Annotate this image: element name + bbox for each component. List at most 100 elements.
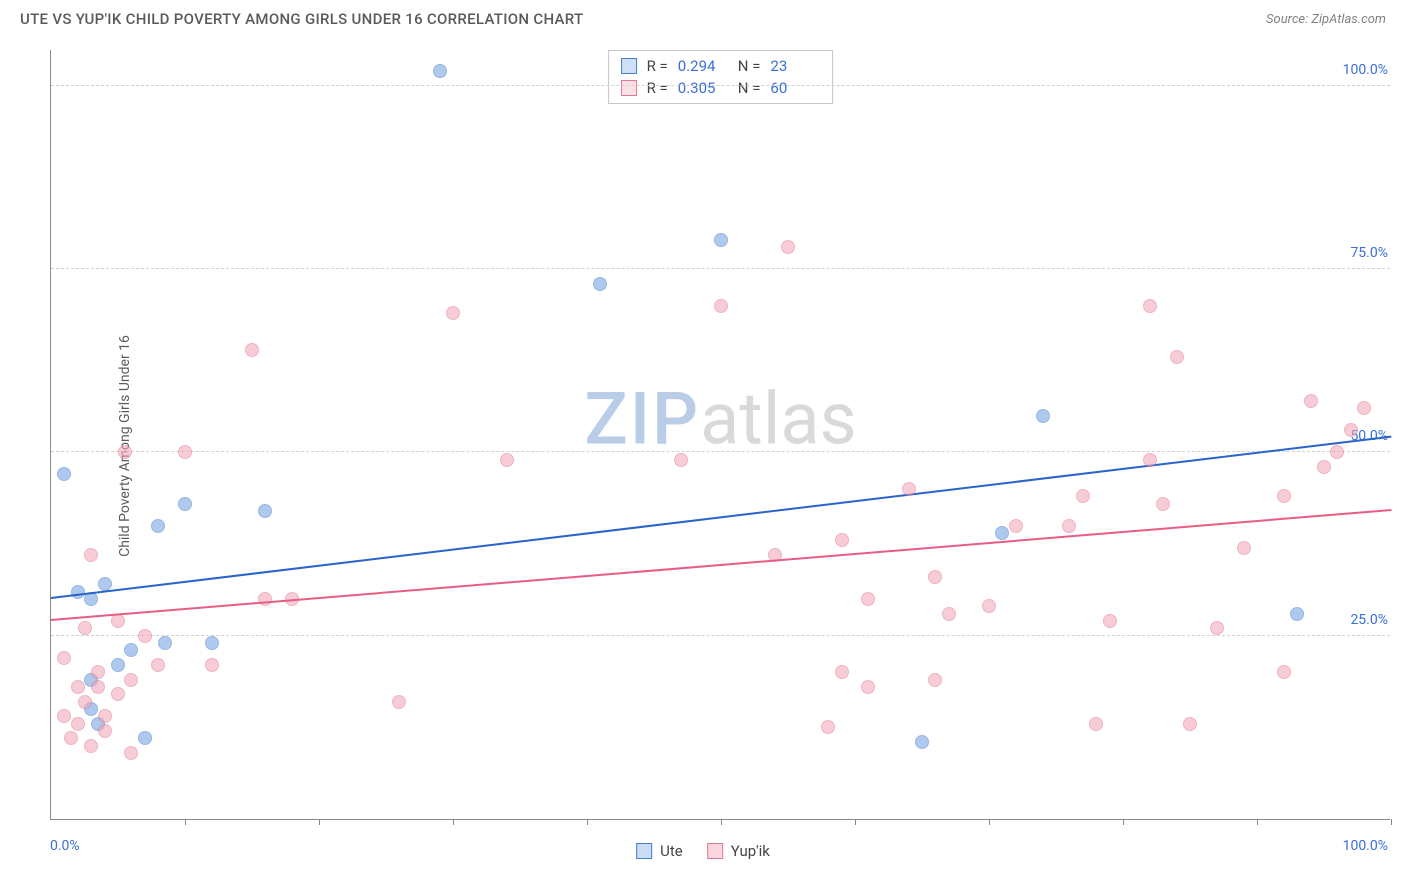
x-tick: [855, 819, 856, 825]
data-point: [995, 526, 1009, 540]
data-point: [982, 599, 996, 613]
legend-swatch: [707, 843, 723, 859]
data-point: [1076, 489, 1090, 503]
data-point: [835, 665, 849, 679]
data-point: [915, 735, 929, 749]
data-point: [835, 533, 849, 547]
stat-n-value: 23: [770, 57, 820, 75]
data-point: [111, 614, 125, 628]
data-point: [64, 731, 78, 745]
data-point: [500, 453, 514, 467]
trend-line: [51, 436, 1391, 599]
data-point: [821, 720, 835, 734]
correlation-stats-box: R = 0.294 N = 23 R = 0.305 N = 60: [608, 50, 834, 104]
data-point: [1304, 394, 1318, 408]
stats-row: R = 0.305 N = 60: [621, 77, 821, 99]
data-point: [178, 445, 192, 459]
y-tick-label: 100.0%: [1339, 62, 1392, 78]
data-point: [151, 658, 165, 672]
stat-r-value: 0.294: [678, 57, 728, 75]
data-point: [57, 709, 71, 723]
data-point: [57, 651, 71, 665]
data-point: [258, 504, 272, 518]
watermark: ZIPatlas: [584, 377, 856, 462]
data-point: [1170, 350, 1184, 364]
data-point: [71, 680, 85, 694]
data-point: [1344, 423, 1358, 437]
data-point: [84, 548, 98, 562]
data-point: [71, 585, 85, 599]
data-point: [118, 445, 132, 459]
data-point: [1062, 519, 1076, 533]
data-point: [245, 343, 259, 357]
data-point: [1277, 665, 1291, 679]
data-point: [446, 306, 460, 320]
data-point: [138, 731, 152, 745]
data-point: [124, 746, 138, 760]
data-point: [1089, 717, 1103, 731]
series-swatch: [621, 58, 637, 74]
data-point: [1183, 717, 1197, 731]
data-point: [1210, 621, 1224, 635]
chart-source: Source: ZipAtlas.com: [1266, 12, 1386, 27]
data-point: [1143, 453, 1157, 467]
y-tick-label: 75.0%: [1346, 245, 1392, 261]
data-point: [84, 739, 98, 753]
stat-r-label: R =: [647, 57, 668, 75]
gridline: [51, 268, 1390, 269]
x-tick: [587, 819, 588, 825]
chart-title: UTE VS YUP'IK CHILD POVERTY AMONG GIRLS …: [20, 10, 583, 28]
data-point: [158, 636, 172, 650]
gridline: [51, 85, 1390, 86]
chart-header: UTE VS YUP'IK CHILD POVERTY AMONG GIRLS …: [0, 0, 1406, 34]
legend-item: Yup'ik: [707, 842, 770, 860]
data-point: [178, 497, 192, 511]
data-point: [1317, 460, 1331, 474]
legend-item: Ute: [636, 842, 683, 860]
data-point: [78, 695, 92, 709]
data-point: [71, 717, 85, 731]
x-tick: [989, 819, 990, 825]
x-tick: [1257, 819, 1258, 825]
data-point: [714, 233, 728, 247]
x-tick: [453, 819, 454, 825]
stat-n-value: 60: [770, 79, 820, 97]
series-swatch: [621, 80, 637, 96]
data-point: [98, 709, 112, 723]
x-axis-max-label: 100.0%: [1343, 838, 1388, 854]
data-point: [1237, 541, 1251, 555]
data-point: [674, 453, 688, 467]
data-point: [57, 467, 71, 481]
watermark-zip: ZIP: [584, 377, 700, 462]
stat-r-value: 0.305: [678, 79, 728, 97]
data-point: [433, 64, 447, 78]
data-point: [593, 277, 607, 291]
data-point: [205, 636, 219, 650]
x-tick: [1391, 819, 1392, 825]
stat-n-label: N =: [738, 79, 761, 97]
x-axis-min-label: 0.0%: [50, 838, 80, 854]
data-point: [861, 680, 875, 694]
stat-n-label: N =: [738, 57, 761, 75]
data-point: [205, 658, 219, 672]
data-point: [91, 680, 105, 694]
data-point: [98, 724, 112, 738]
data-point: [902, 482, 916, 496]
trend-line: [51, 509, 1391, 621]
data-point: [928, 570, 942, 584]
data-point: [781, 240, 795, 254]
data-point: [714, 299, 728, 313]
x-tick: [721, 819, 722, 825]
data-point: [1290, 607, 1304, 621]
data-point: [151, 519, 165, 533]
x-tick: [1123, 819, 1124, 825]
data-point: [1156, 497, 1170, 511]
y-tick-label: 25.0%: [1346, 612, 1392, 628]
legend-label: Yup'ik: [731, 842, 770, 860]
data-point: [124, 643, 138, 657]
legend-label: Ute: [660, 842, 683, 860]
series-legend: Ute Yup'ik: [636, 842, 770, 860]
x-tick: [319, 819, 320, 825]
data-point: [942, 607, 956, 621]
stat-r-label: R =: [647, 79, 668, 97]
